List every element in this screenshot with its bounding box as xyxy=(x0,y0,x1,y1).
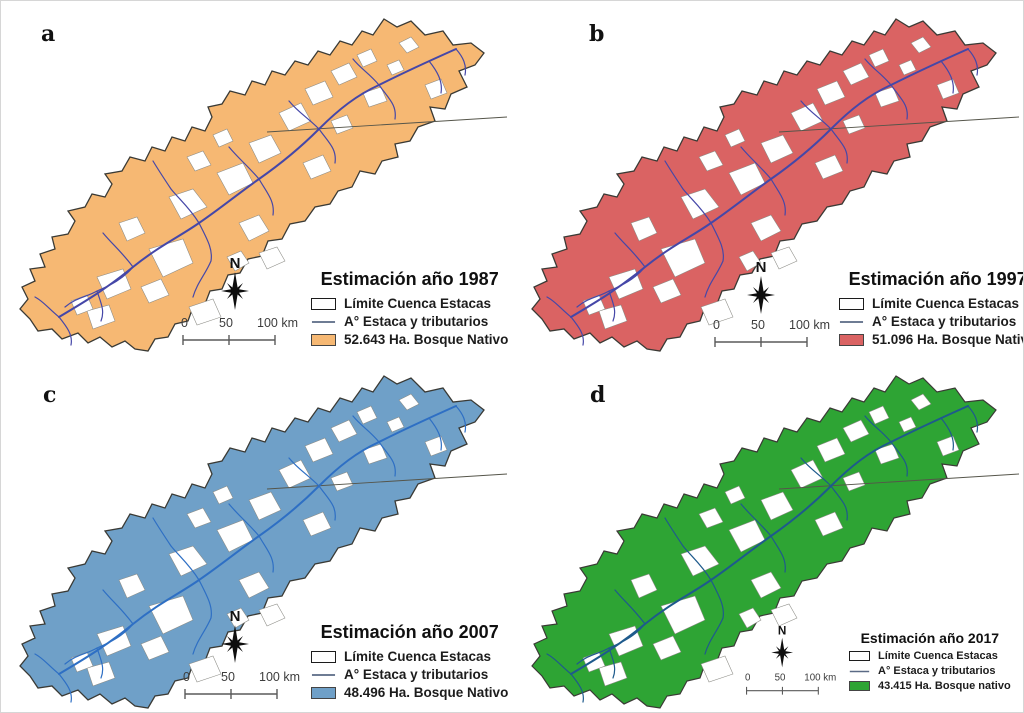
compass-star-icon xyxy=(747,276,775,314)
legend-title: Estimación año 2017 xyxy=(860,630,1000,646)
legend-row-rivers: A° Estaca y tributarios xyxy=(839,314,1023,329)
scale-tick-label: 0 xyxy=(181,316,188,330)
scale-bar-line xyxy=(182,335,276,345)
rivers-label: A° Estaca y tributarios xyxy=(872,314,1017,329)
scale-bar: 0 50 100 km xyxy=(745,672,842,695)
scale-bar-line xyxy=(714,337,808,347)
legend-row-rivers: A° Estaca y tributarios xyxy=(849,665,1011,677)
forest-label: 51.096 Ha. Bosque Nativo xyxy=(872,332,1024,347)
forest-swatch xyxy=(311,333,336,346)
scale-tick-label: 0 xyxy=(713,318,720,332)
boundary-swatch xyxy=(311,650,336,663)
boundary-label: Límite Cuenca Estacas xyxy=(344,649,492,664)
forest-swatch xyxy=(311,686,336,699)
legend-row-forest: 48.496 Ha. Bosque Nativo xyxy=(311,685,508,700)
legend-row-boundary: Límite Cuenca Estacas xyxy=(849,650,1011,662)
scale-bar-line xyxy=(184,689,278,699)
north-label: N xyxy=(229,255,241,272)
scale-tick-label: 0 xyxy=(183,670,190,684)
legend-title: Estimación año 1987 xyxy=(320,269,499,289)
rivers-label: A° Estaca y tributarios xyxy=(344,314,489,329)
legend: Estimación año 1987 Límite Cuenca Estaca… xyxy=(311,269,508,350)
forest-swatch xyxy=(839,333,864,346)
compass-star-icon xyxy=(221,272,249,310)
scale-tick-label: 0 xyxy=(745,672,751,683)
legend-row-boundary: Límite Cuenca Estacas xyxy=(311,296,508,311)
forest-swatch xyxy=(849,681,870,691)
north-label: N xyxy=(229,608,241,625)
north-arrow: N xyxy=(765,624,799,668)
boundary-label: Límite Cuenca Estacas xyxy=(872,296,1020,311)
legend: Estimación año 2017 Límite Cuenca Estaca… xyxy=(849,630,1011,695)
legend-title: Estimación año 1997 xyxy=(848,269,1024,289)
scale-tick-label: 50 xyxy=(221,670,235,684)
boundary-label: Límite Cuenca Estacas xyxy=(878,650,998,662)
scale-tick-label: 100 km xyxy=(259,670,300,684)
legend-title: Estimación año 2007 xyxy=(320,622,499,642)
scale-bar: 0 50 100 km xyxy=(181,316,305,346)
scale-tick-label: 50 xyxy=(219,316,233,330)
legend-row-rivers: A° Estaca y tributarios xyxy=(311,667,508,682)
north-arrow: N xyxy=(213,608,257,664)
boundary-swatch xyxy=(849,651,870,661)
river-swatch xyxy=(311,673,336,676)
scale-bar-line xyxy=(746,686,819,695)
forest-label: 43.415 Ha. Bosque nativo xyxy=(878,680,1011,692)
legend-row-forest: 51.096 Ha. Bosque Nativo xyxy=(839,332,1024,347)
scale-tick-label: 50 xyxy=(751,318,765,332)
scale-tick-label: 100 km xyxy=(804,672,837,683)
rivers-label: A° Estaca y tributarios xyxy=(878,665,996,677)
compass-star-icon xyxy=(221,625,249,663)
north-arrow: N xyxy=(213,255,257,311)
panel-a-1987: a N 0 50 100 km Estimación año 1987 Lími… xyxy=(1,1,513,357)
north-label: N xyxy=(755,259,767,276)
boundary-swatch xyxy=(311,297,336,310)
boundary-swatch xyxy=(839,297,864,310)
legend: Estimación año 1997 Límite Cuenca Estaca… xyxy=(839,269,1024,350)
panel-letter: d xyxy=(590,382,606,408)
north-label: N xyxy=(777,624,787,638)
panel-letter: c xyxy=(43,382,57,408)
rivers-label: A° Estaca y tributarios xyxy=(344,667,489,682)
forest-label: 52.643 Ha. Bosque Nativo xyxy=(344,332,509,347)
boundary-label: Límite Cuenca Estacas xyxy=(344,296,492,311)
legend: Estimación año 2007 Límite Cuenca Estaca… xyxy=(311,622,508,703)
scale-tick-label: 50 xyxy=(774,672,786,683)
panel-d-2017: d N 0 50 100 km Estimación año 2017 Lími… xyxy=(513,358,1023,712)
legend-row-forest: 52.643 Ha. Bosque Nativo xyxy=(311,332,508,347)
scale-tick-label: 100 km xyxy=(789,318,830,332)
scale-bar: 0 50 100 km xyxy=(713,318,837,348)
panel-letter: b xyxy=(589,21,605,47)
forest-label: 48.496 Ha. Bosque Nativo xyxy=(344,685,509,700)
compass-star-icon xyxy=(771,637,794,668)
panel-c-2007: c N 0 50 100 km Estimación año 2007 Lími… xyxy=(1,358,513,712)
river-swatch xyxy=(311,320,336,323)
north-arrow: N xyxy=(739,259,783,315)
legend-row-boundary: Límite Cuenca Estacas xyxy=(311,649,508,664)
scale-bar: 0 50 100 km xyxy=(183,670,307,700)
legend-row-boundary: Límite Cuenca Estacas xyxy=(839,296,1023,311)
river-swatch xyxy=(839,320,864,323)
river-swatch xyxy=(849,670,870,672)
legend-row-forest: 43.415 Ha. Bosque nativo xyxy=(849,680,1011,692)
scale-tick-label: 100 km xyxy=(257,316,298,330)
panel-letter: a xyxy=(41,21,56,47)
legend-row-rivers: A° Estaca y tributarios xyxy=(311,314,508,329)
panel-b-1997: b N 0 50 100 km Estimación año 1997 Lími… xyxy=(513,1,1024,357)
